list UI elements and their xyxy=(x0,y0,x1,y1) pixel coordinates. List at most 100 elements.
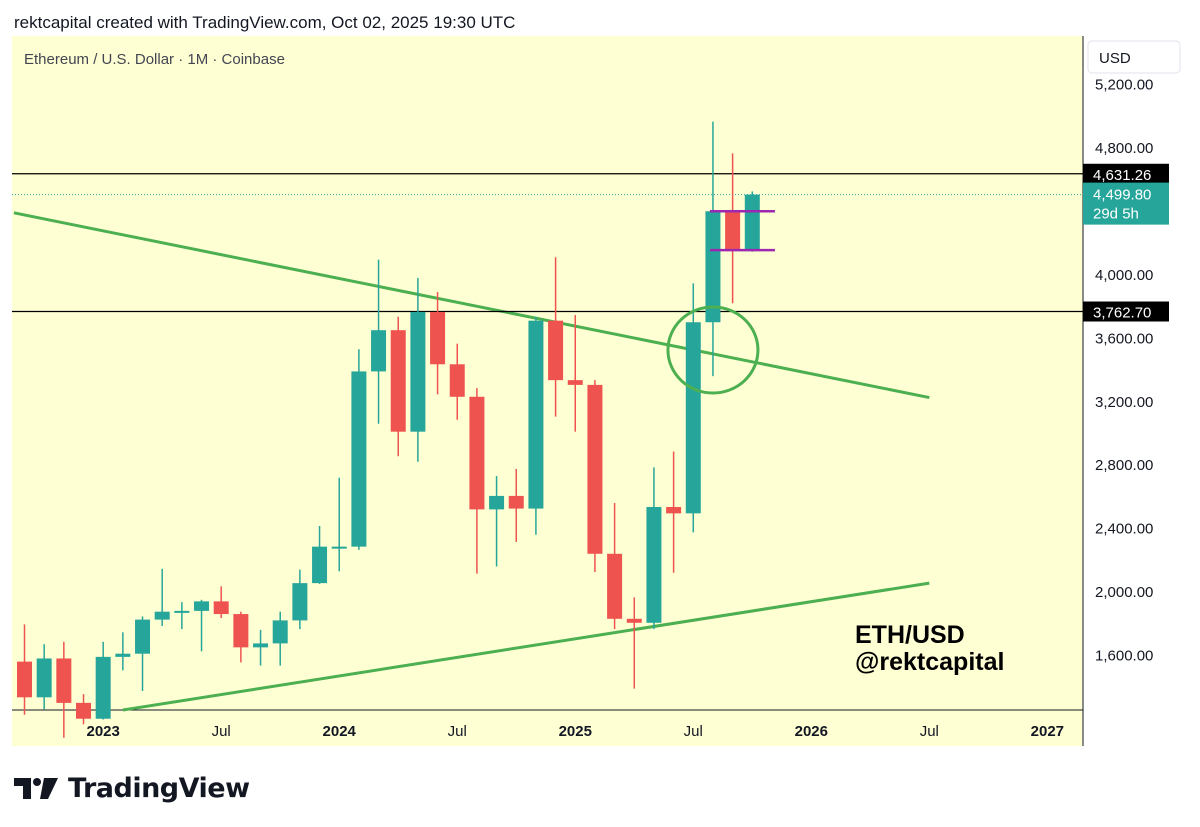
candle-body xyxy=(95,656,111,719)
credit-header: rektcapital created with TradingView.com… xyxy=(14,13,516,32)
candle[interactable] xyxy=(626,597,642,689)
time-tick-label: 2024 xyxy=(323,723,357,740)
candle-body xyxy=(292,583,308,621)
tradingview-wordmark: TradingView xyxy=(68,772,250,804)
candle[interactable] xyxy=(430,292,446,395)
candle[interactable] xyxy=(174,602,190,630)
candle-body xyxy=(371,330,387,372)
candle[interactable] xyxy=(567,315,583,432)
candle[interactable] xyxy=(213,586,229,619)
price-tick-label: 3,200.00 xyxy=(1095,394,1153,411)
candle-body xyxy=(744,194,760,251)
candle-body xyxy=(666,507,682,514)
price-tick-label: 2,000.00 xyxy=(1095,584,1153,601)
time-axis-background[interactable] xyxy=(12,710,1083,746)
candle[interactable] xyxy=(233,611,249,663)
candle[interactable] xyxy=(36,644,52,710)
circle-annotation[interactable] xyxy=(666,305,760,395)
candle-body xyxy=(469,396,485,510)
candle[interactable] xyxy=(56,641,72,738)
candle[interactable] xyxy=(666,451,682,573)
currency-button[interactable]: USD xyxy=(1087,40,1181,74)
trendline-descending[interactable] xyxy=(13,211,930,400)
candle[interactable] xyxy=(528,316,544,535)
candle[interactable] xyxy=(607,503,623,630)
candle-body xyxy=(174,610,190,613)
candle[interactable] xyxy=(744,191,760,252)
candle-body xyxy=(194,601,210,611)
candle-body xyxy=(607,553,623,619)
trendline-ascending[interactable] xyxy=(122,581,930,712)
candle[interactable] xyxy=(548,257,564,417)
candle-body xyxy=(272,620,288,644)
trendlines-layer xyxy=(13,211,930,712)
candle-body xyxy=(430,311,446,365)
candle[interactable] xyxy=(685,283,701,533)
candle-body xyxy=(489,495,505,510)
candle[interactable] xyxy=(646,467,662,630)
time-tick-label: Jul xyxy=(920,723,939,740)
candle[interactable] xyxy=(17,624,32,715)
time-tick-label: 2027 xyxy=(1031,723,1064,740)
currency-label: USD xyxy=(1099,50,1131,67)
price-axis[interactable]: 1,600.00 2,000.00 2,400.00 2,800.00 3,200.00… xyxy=(1083,77,1169,665)
symbol-title: Ethereum / U.S. Dollar · 1M · Coinbase xyxy=(24,51,285,68)
candle-body xyxy=(626,618,642,623)
candle[interactable] xyxy=(154,568,170,626)
candle-body xyxy=(36,658,52,698)
candle[interactable] xyxy=(587,380,603,573)
candle[interactable] xyxy=(312,526,328,584)
candle-body xyxy=(567,380,583,385)
price-tick-label: 4,800.00 xyxy=(1095,140,1153,157)
candle[interactable] xyxy=(253,629,269,666)
price-tick-label: 4,000.00 xyxy=(1095,267,1153,284)
candle[interactable] xyxy=(390,316,406,457)
time-tick-label: 2025 xyxy=(559,723,592,740)
level-price-tag xyxy=(1083,163,1169,184)
candle[interactable] xyxy=(449,343,465,420)
time-tick-label: Jul xyxy=(684,723,703,740)
time-tick-label: 2023 xyxy=(86,723,119,740)
price-axis-background[interactable] xyxy=(1083,36,1185,746)
candle-body xyxy=(351,371,367,547)
tradingview-logo[interactable]: TradingView xyxy=(14,772,250,804)
candle-body xyxy=(253,643,269,648)
candle-body xyxy=(390,330,406,432)
candle[interactable] xyxy=(469,388,485,574)
candle[interactable] xyxy=(115,632,131,671)
candle-body xyxy=(508,495,524,509)
candle-body xyxy=(17,661,32,698)
candle-body xyxy=(410,311,426,432)
candle-body xyxy=(646,507,662,623)
candle-body xyxy=(312,546,328,584)
candle-body xyxy=(685,322,701,514)
watermark-handle: @rektcapital xyxy=(855,648,1004,676)
candle-body xyxy=(154,611,170,620)
candle[interactable] xyxy=(508,468,524,542)
candle[interactable] xyxy=(292,569,308,630)
candle[interactable] xyxy=(76,694,92,725)
candle[interactable] xyxy=(331,477,347,572)
candle-body xyxy=(548,320,564,381)
candle-body xyxy=(449,364,465,397)
candle[interactable] xyxy=(135,616,151,691)
candle-body xyxy=(587,384,603,554)
price-tick-label: 2,800.00 xyxy=(1095,457,1153,474)
candle[interactable] xyxy=(725,153,741,304)
candle[interactable] xyxy=(410,277,426,462)
candle[interactable] xyxy=(489,476,505,567)
candle-body xyxy=(331,546,347,549)
time-tick-label: Jul xyxy=(212,723,231,740)
candle[interactable] xyxy=(272,611,288,666)
last-price-label: 4,499.80 xyxy=(1093,187,1151,204)
candle[interactable] xyxy=(351,349,367,550)
candle[interactable] xyxy=(371,259,387,424)
last-price-tag xyxy=(1083,182,1169,225)
level-price-label: 4,631.26 xyxy=(1093,167,1151,184)
candle[interactable] xyxy=(95,641,111,720)
time-axis[interactable]: 2023 Jul 2024 Jul 2025 Jul 2026 Jul 2027 xyxy=(86,723,1064,740)
candle[interactable] xyxy=(194,599,210,652)
plot-background[interactable] xyxy=(12,36,1083,710)
price-tick-label: 5,200.00 xyxy=(1095,77,1153,94)
